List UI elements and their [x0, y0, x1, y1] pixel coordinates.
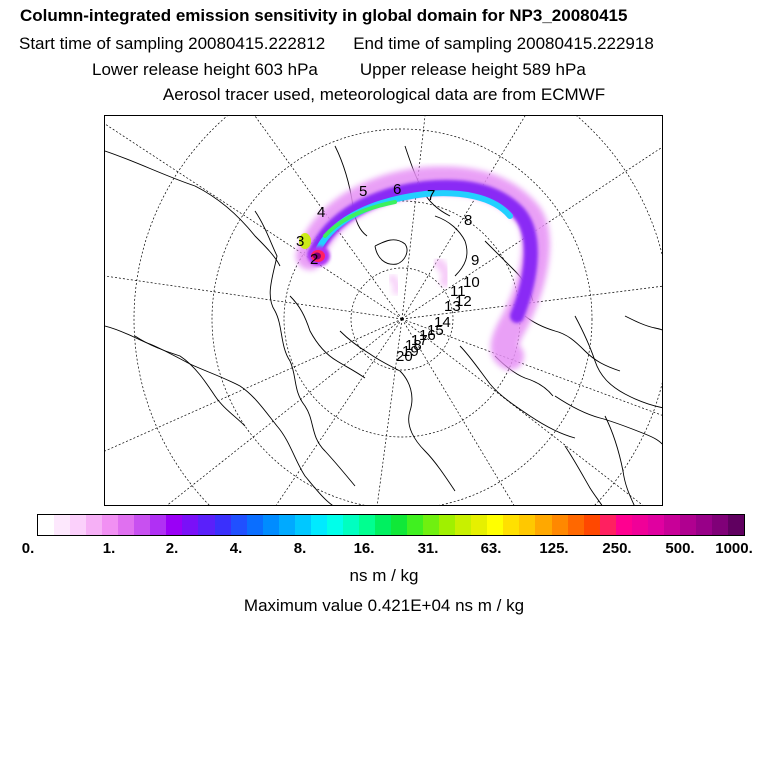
- emission-plume: [296, 166, 550, 370]
- colorbar-cell: [358, 515, 375, 535]
- colorbar-cell: [407, 515, 424, 535]
- day-markers: 2 3 4 5 6 7 8 9 10 11 12 13 14 15 16 17 …: [296, 181, 480, 365]
- colorbar-cell: [728, 515, 745, 535]
- colorbar-cell: [695, 515, 712, 535]
- colorbar-cell: [230, 515, 247, 535]
- colorbar-cell: [150, 515, 167, 535]
- sampling-times: Start time of sampling 20080415.222812 En…: [19, 34, 654, 54]
- day-marker: 2: [310, 251, 318, 268]
- colorbar-cell: [519, 515, 536, 535]
- colorbar-tick-label: 16.: [353, 540, 375, 557]
- colorbar-cell: [198, 515, 215, 535]
- colorbar-cell: [70, 515, 87, 535]
- colorbar-cell: [118, 515, 135, 535]
- colorbar-cell: [262, 515, 279, 535]
- colorbar-cell: [567, 515, 584, 535]
- colorbar-cell: [278, 515, 295, 535]
- colorbar-cell: [551, 515, 568, 535]
- end-time-label: End time of sampling 20080415.222918: [353, 34, 654, 53]
- colorbar-cell: [246, 515, 263, 535]
- day-marker: 5: [359, 183, 367, 200]
- colorbar-cell: [487, 515, 504, 535]
- colorbar-cell: [86, 515, 103, 535]
- colorbar-cell: [647, 515, 664, 535]
- day-marker: 3: [296, 233, 304, 250]
- day-marker: 17: [411, 332, 428, 349]
- colorbar-tick-label: 125.: [539, 540, 569, 557]
- colorbar-cell: [294, 515, 311, 535]
- colorbar-cell: [423, 515, 440, 535]
- colorbar-cell: [663, 515, 680, 535]
- colorbar-cell: [134, 515, 151, 535]
- colorbar-cell: [471, 515, 488, 535]
- colorbar-tick-label: 31.: [417, 540, 439, 557]
- colorbar-cell: [455, 515, 472, 535]
- colorbar-cell: [711, 515, 729, 535]
- colorbar-cell: [326, 515, 343, 535]
- colorbar-cell: [503, 515, 520, 535]
- day-marker: 10: [463, 274, 480, 291]
- colorbar-cell: [535, 515, 552, 535]
- colorbar-cell: [631, 515, 648, 535]
- colorbar-cell: [310, 515, 327, 535]
- day-marker: 13: [444, 298, 461, 315]
- colorbar-ticks: 0. 1. 2. 4. 8. 16. 31. 63. 125. 250. 500. 1000.: [0, 540, 768, 560]
- day-marker: 19: [402, 343, 419, 360]
- day-marker: 15: [427, 322, 444, 339]
- colorbar-cell: [615, 515, 632, 535]
- start-time-label: Start time of sampling 20080415.222812: [19, 34, 326, 53]
- day-marker: 11: [450, 283, 466, 300]
- colorbar-tick-label: 1.: [102, 540, 116, 557]
- map-canvas: 2 3 4 5 6 7 8 9 10 11 12 13 14 15 16 17 …: [105, 116, 662, 505]
- colorbar-cell: [38, 515, 55, 535]
- colorbar-cell: [342, 515, 359, 535]
- colorbar-cell: [102, 515, 119, 535]
- colorbar-cell: [166, 515, 183, 535]
- day-marker: 16: [419, 327, 436, 344]
- colorbar-tick-label: 4.: [229, 540, 243, 557]
- colorbar-cell: [182, 515, 199, 535]
- day-marker: 18: [405, 337, 422, 354]
- day-marker: 12: [455, 293, 472, 310]
- colorbar-tick-label: 0.: [21, 540, 35, 557]
- day-marker: 7: [427, 187, 435, 204]
- colorbar-tick-label: 2.: [165, 540, 179, 557]
- day-marker: 20: [396, 348, 413, 365]
- day-marker: 14: [434, 314, 451, 331]
- colorbar-tick-label: 250.: [602, 540, 632, 557]
- colorbar-cell: [583, 515, 600, 535]
- day-marker: 4: [317, 204, 325, 221]
- colorbar-cell: [599, 515, 616, 535]
- colorbar-tick-label: 63.: [480, 540, 502, 557]
- day-marker: 6: [393, 181, 401, 198]
- colorbar-tick-label: 8.: [293, 540, 307, 557]
- map-title: Column-integrated emission sensitivity i…: [20, 6, 628, 25]
- colorbar-cell: [54, 515, 71, 535]
- colorbar: [37, 514, 745, 536]
- tracer-info: Aerosol tracer used, meteorological data…: [162, 85, 606, 104]
- day-marker: 9: [471, 252, 479, 269]
- colorbar-cell: [214, 515, 231, 535]
- polar-map: 2 3 4 5 6 7 8 9 10 11 12 13 14 15 16 17 …: [104, 115, 663, 506]
- colorbar-tick-label: 1000.: [715, 540, 753, 557]
- upper-release-label: Upper release height 589 hPa: [359, 60, 586, 79]
- colorbar-cell: [374, 515, 392, 535]
- colorbar-units: ns m / kg: [349, 566, 419, 585]
- lower-release-label: Lower release height 603 hPa: [92, 60, 318, 79]
- colorbar-tick-label: 500.: [665, 540, 695, 557]
- release-heights: Lower release height 603 hPa Upper releas…: [92, 60, 586, 80]
- colorbar-cell: [439, 515, 456, 535]
- colorbar-cell: [679, 515, 696, 535]
- graticule: [105, 116, 662, 505]
- day-marker: 8: [464, 212, 472, 229]
- colorbar-cell: [391, 515, 408, 535]
- max-value-label: Maximum value 0.421E+04 ns m / kg: [243, 596, 525, 615]
